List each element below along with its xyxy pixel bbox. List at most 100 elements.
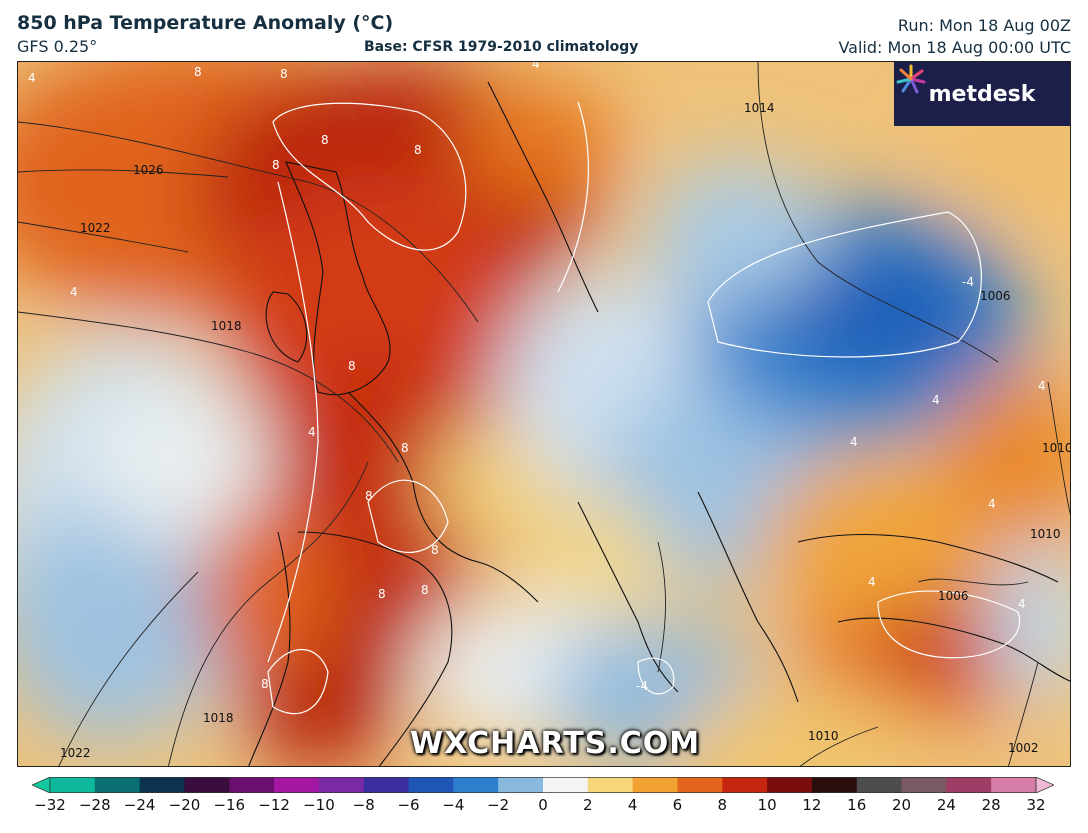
colorbar-segment — [50, 777, 96, 793]
anomaly-label: 8 — [401, 441, 409, 455]
isobar-line — [18, 221, 189, 253]
anomaly-label: 4 — [850, 435, 858, 449]
colorbar-segment — [767, 777, 813, 793]
france-coastline — [347, 391, 539, 603]
colorbar-segment — [543, 777, 589, 793]
anomaly-field — [18, 62, 1070, 766]
turkey-coastline — [837, 617, 1070, 682]
colorbar-tick-label: 12 — [802, 796, 822, 814]
isobar-line — [18, 311, 399, 463]
isobar-label: 1022 — [60, 746, 91, 760]
colorbar-segment — [229, 777, 275, 793]
anomaly-contours — [267, 101, 1021, 715]
colorbar-min-extend — [32, 777, 51, 793]
ireland-coastline — [265, 291, 308, 363]
anomaly-label: 4 — [28, 71, 36, 85]
isobar-line — [1047, 381, 1070, 515]
colorbar-tick-label: −32 — [34, 796, 66, 814]
contour-8-france — [367, 479, 449, 553]
colorbar-segment — [94, 777, 141, 793]
colorbar-tick-label: 4 — [627, 796, 638, 814]
anomaly-label: 4 — [1038, 379, 1046, 393]
isobar-label: 1014 — [744, 101, 775, 115]
isobar-label: 1010 — [1030, 527, 1061, 541]
isobar-label: 1018 — [203, 711, 234, 725]
watermark: WXCHARTS.COM — [410, 726, 701, 761]
colorbar — [32, 777, 1054, 793]
anomaly-label: 4 — [308, 425, 316, 439]
colorbar-segment — [811, 777, 858, 793]
colorbar-tick-label: −2 — [487, 796, 510, 814]
colorbar-tick-label: −4 — [442, 796, 465, 814]
contour-4-north — [557, 101, 589, 293]
model-label: GFS 0.25° — [17, 37, 98, 56]
colorbar-tick-label: 24 — [936, 796, 956, 814]
contour-minus4-med — [637, 657, 675, 695]
contour-labels: 1026 1022 1018 1018 1022 1014 1006 1010 … — [28, 62, 1071, 760]
isobar-label: 1022 — [80, 221, 111, 235]
britain-coastline — [285, 161, 391, 396]
colorbar-ticks: −32 −28 −24 −20 −16 −12 −10 −8 −6 −4 −2 0 2 4 6 8 10 12 16… — [32, 796, 1054, 818]
colorbar-segment — [408, 777, 454, 793]
iberia-west-coastline — [248, 531, 291, 766]
iberia-east-coastline — [297, 531, 453, 766]
colorbar-tick-label: −6 — [397, 796, 420, 814]
isobar-label: 1018 — [211, 319, 242, 333]
colorbar-segment — [901, 777, 947, 793]
black-sea-coastline — [797, 533, 1059, 583]
isobar-label: 1006 — [938, 589, 969, 603]
colorbar-segment — [856, 777, 903, 793]
anomaly-label: 8 — [261, 677, 269, 691]
metdesk-logo: metdesk — [894, 62, 1070, 126]
colorbar-tick-label: 32 — [1026, 796, 1046, 814]
colorbar-tick-label: 6 — [672, 796, 683, 814]
colorbar-segment — [139, 777, 185, 793]
isobar-line — [657, 541, 666, 673]
colorbar-tick-label: −24 — [123, 796, 156, 814]
colorbar-tick-label: 2 — [583, 796, 593, 814]
anomaly-label: 4 — [70, 285, 78, 299]
isobar-label: 1026 — [133, 163, 164, 177]
contour-8-iberia — [267, 648, 329, 715]
anomaly-label: 4 — [532, 62, 540, 71]
anomaly-label: 8 — [421, 583, 429, 597]
colorbar-segment — [722, 777, 768, 793]
colorbar-segment — [318, 777, 365, 793]
anomaly-label: 8 — [378, 587, 386, 601]
anomaly-label: 8 — [348, 359, 356, 373]
isobar-line — [18, 121, 479, 323]
isobar-line — [58, 571, 199, 766]
colorbar-tick-label: −20 — [168, 796, 201, 814]
colorbar-segment — [363, 777, 410, 793]
anomaly-label: 8 — [365, 489, 373, 503]
contour-8 — [272, 102, 467, 251]
colorbar-tick-label: 0 — [538, 796, 548, 814]
anomaly-label: 8 — [431, 543, 439, 557]
isobar-label: 1010 — [1042, 441, 1071, 455]
colorbar-tick-label: −12 — [258, 796, 290, 814]
valid-time-label: Valid: Mon 18 Aug 00:00 UTC — [838, 38, 1071, 57]
colorbar-tick-label: −10 — [303, 796, 335, 814]
anomaly-label: 8 — [272, 158, 280, 172]
isobar-label: 1010 — [808, 729, 839, 743]
colorbar-frame — [49, 777, 1037, 793]
colorbar-tick-label: 16 — [847, 796, 867, 814]
anomaly-label: 4 — [932, 393, 940, 407]
colorbar-segment — [677, 777, 723, 793]
colorbar-tick-label: 8 — [717, 796, 728, 814]
colorbar-tick-label: −28 — [78, 796, 111, 814]
anomaly-label: 4 — [1018, 597, 1026, 611]
isobars — [18, 62, 1070, 766]
climatology-base-label: Base: CFSR 1979-2010 climatology — [364, 39, 639, 55]
colorbar-tick-label: 28 — [981, 796, 1001, 814]
colorbar-segment — [632, 777, 678, 793]
run-time-label: Run: Mon 18 Aug 00Z — [897, 16, 1071, 35]
logo-text: metdesk — [928, 81, 1036, 107]
colorbar-max-extend — [1035, 777, 1054, 793]
anomaly-label: 8 — [280, 67, 288, 81]
colorbar-segment — [991, 777, 1037, 793]
colorbar-segment — [587, 777, 634, 793]
colorbar-tick-label: −8 — [352, 796, 375, 814]
contour-4-turkey — [877, 590, 1021, 659]
chart-title: 850 hPa Temperature Anomaly (°C) — [17, 12, 394, 34]
